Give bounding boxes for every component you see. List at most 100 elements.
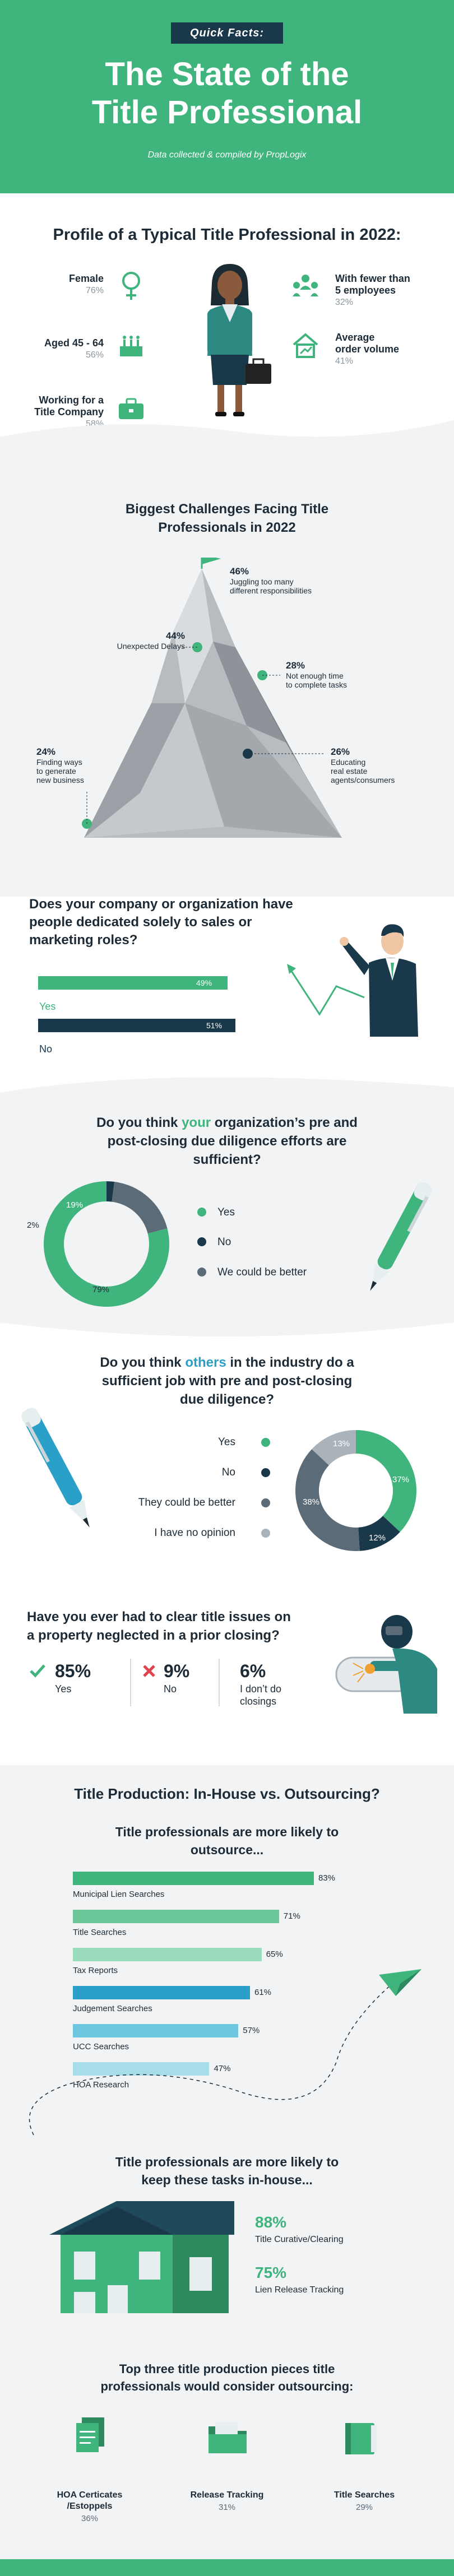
q-others-slice-yes — [356, 1430, 416, 1532]
q-others-legend-no-dot — [261, 1468, 270, 1477]
q-others-title-highlight: others — [185, 1355, 226, 1370]
inhouse-title-line2: keep these tasks in-house... — [141, 2173, 313, 2187]
profile-age-value: 56% — [85, 350, 104, 360]
blue-pen-illustration — [21, 1408, 90, 1528]
businesswoman-illustration — [207, 264, 271, 416]
challenges-title-line1: Biggest Challenges Facing Title — [125, 502, 329, 517]
q-own-label-no: 2% — [27, 1220, 39, 1230]
outsource-bar-0 — [73, 1872, 314, 1885]
outsource-bar-1 — [73, 1910, 279, 1923]
outsource-title-line1: Title professionals are more likely to — [115, 1825, 339, 1839]
clear-title-line1: Have you ever had to clear title issues … — [27, 1609, 291, 1624]
q-others-legend-yes: Yes — [218, 1436, 235, 1448]
q-own-slice-yes — [44, 1181, 169, 1307]
welder-illustration — [335, 1615, 437, 1714]
profile-employees-label1: With fewer than — [335, 273, 410, 284]
q-own-title-line1: Do you think your organization’s pre and — [0, 1114, 454, 1132]
q-own-label-better: 19% — [66, 1200, 84, 1210]
q-own-donut-chart — [44, 1181, 169, 1307]
q-others-legend-noopinion: I have no opinion — [154, 1527, 235, 1539]
outsource-bar-value-3: 61% — [254, 1988, 271, 1997]
green-pen-illustration — [370, 1182, 432, 1291]
q-others-legend-no: No — [221, 1466, 235, 1478]
q-others-legend-better: They could be better — [138, 1497, 235, 1509]
q-others-title-line3: due diligence? — [179, 1392, 275, 1407]
challenge-44: 44% Unexpected Delays — [95, 630, 185, 651]
sales-title-line1: Does your company or organization have — [29, 897, 293, 912]
sales-yes-value: 49% — [196, 978, 212, 987]
challenge-28-line1: Not enough time — [286, 671, 344, 680]
page-title-line2: Title Professional — [91, 94, 363, 131]
challenge-24-line1: Finding ways — [36, 758, 82, 767]
sales-no-bar — [38, 1019, 235, 1032]
page-title-line1: The State of the — [105, 56, 349, 92]
q-own-legend-no-dot — [197, 1237, 206, 1246]
challenge-26-line3: agents/consumers — [331, 776, 395, 785]
outsource-bar-3 — [73, 1986, 250, 1999]
inhouse-lien-label: Lien Release Tracking — [255, 2285, 344, 2295]
outsource-bar-label-1: Title Searches — [73, 1928, 127, 1937]
document-stack-icon — [76, 2417, 104, 2452]
profile-company-label1: Working for a — [39, 394, 104, 406]
q-others-label-better: 38% — [303, 1497, 320, 1507]
female-icon — [122, 272, 140, 300]
clear-idk-line2: closings — [240, 1696, 277, 1707]
q-own-legend-better-dot — [197, 1268, 206, 1277]
q-others-slice-no — [358, 1516, 400, 1551]
outsource-bar-value-0: 83% — [318, 1873, 335, 1883]
top3-hoa-line2: /Estoppels — [67, 2501, 113, 2511]
challenge-46-line1: Juggling too many — [230, 577, 294, 586]
mountain-illustration — [84, 558, 342, 838]
top3-titlesearch-value: 29% — [355, 2503, 373, 2512]
house-growth-icon — [293, 333, 318, 358]
x-icon — [143, 1665, 155, 1677]
outsource-bar-label-2: Tax Reports — [73, 1966, 118, 1975]
book-icon — [345, 2423, 377, 2454]
challenge-markers — [82, 642, 325, 829]
q-own-title-post: organization’s pre and — [211, 1115, 358, 1130]
q-own-title-pre: Do you think — [96, 1115, 182, 1130]
sales-no-label: No — [39, 1043, 53, 1055]
q-others-slice-better — [295, 1449, 360, 1551]
inhouse-lien-value: 75% — [255, 2264, 287, 2281]
quick-facts-tag: Quick Facts: — [171, 22, 283, 44]
q-others-donut-chart — [295, 1430, 416, 1551]
check-icon — [30, 1664, 45, 1678]
challenge-26-pct: 26% — [331, 746, 350, 757]
q-others-title-post: in the industry do a — [226, 1355, 354, 1370]
q-others-label-no: 12% — [369, 1533, 386, 1543]
cake-icon — [120, 336, 142, 356]
outsource-bar-label-5: HOA Research — [73, 2080, 129, 2090]
challenge-46-pct: 46% — [230, 566, 249, 577]
challenge-46: 46% Juggling too many different responsi… — [230, 566, 312, 595]
inhouse-curative-value: 88% — [255, 2213, 287, 2231]
outsource-bar-value-1: 71% — [283, 1911, 300, 1921]
sales-title-line3: marketing roles? — [29, 932, 138, 948]
top3-release-line1: Release Tracking — [190, 2490, 264, 2500]
q-own-legend-yes-dot — [197, 1208, 206, 1217]
outsource-bar-value-2: 65% — [266, 1950, 283, 1959]
q-own-slice-better — [112, 1181, 168, 1234]
outsource-bar-label-0: Municipal Lien Searches — [73, 1890, 165, 1899]
inhouse-curative-label: Title Curative/Clearing — [255, 2235, 344, 2244]
challenge-28: 28% Not enough time to complete tasks — [286, 660, 347, 689]
q-own-title-line2: post-closing due diligence efforts are — [107, 1134, 347, 1149]
outsource-bar-label-4: UCC Searches — [73, 2042, 129, 2051]
clear-idk-value: 6% — [240, 1661, 266, 1681]
challenge-24-line3: new business — [36, 776, 84, 785]
briefcase-icon — [119, 398, 143, 419]
q-others-slice-noopinion — [312, 1430, 356, 1465]
outsource-bar-4 — [73, 2024, 239, 2037]
clear-yes-value: 85% — [55, 1661, 91, 1681]
production-title: Title Production: In-House vs. Outsourci… — [74, 1785, 380, 1802]
q-others-label-noopinion: 13% — [333, 1439, 350, 1449]
profile-volume-value: 41% — [335, 356, 354, 366]
top3-release-value: 31% — [218, 2503, 236, 2512]
profile-employees-value: 32% — [335, 298, 354, 307]
q-others-title-pre: Do you think — [100, 1355, 186, 1370]
profile-volume-label1: Average — [335, 332, 375, 343]
folder-icon — [209, 2422, 247, 2453]
q-others-title-line2: sufficient job with pre and post-closing — [101, 1373, 353, 1389]
challenge-26-line1: Educating — [331, 758, 366, 767]
team-icon — [293, 275, 318, 296]
